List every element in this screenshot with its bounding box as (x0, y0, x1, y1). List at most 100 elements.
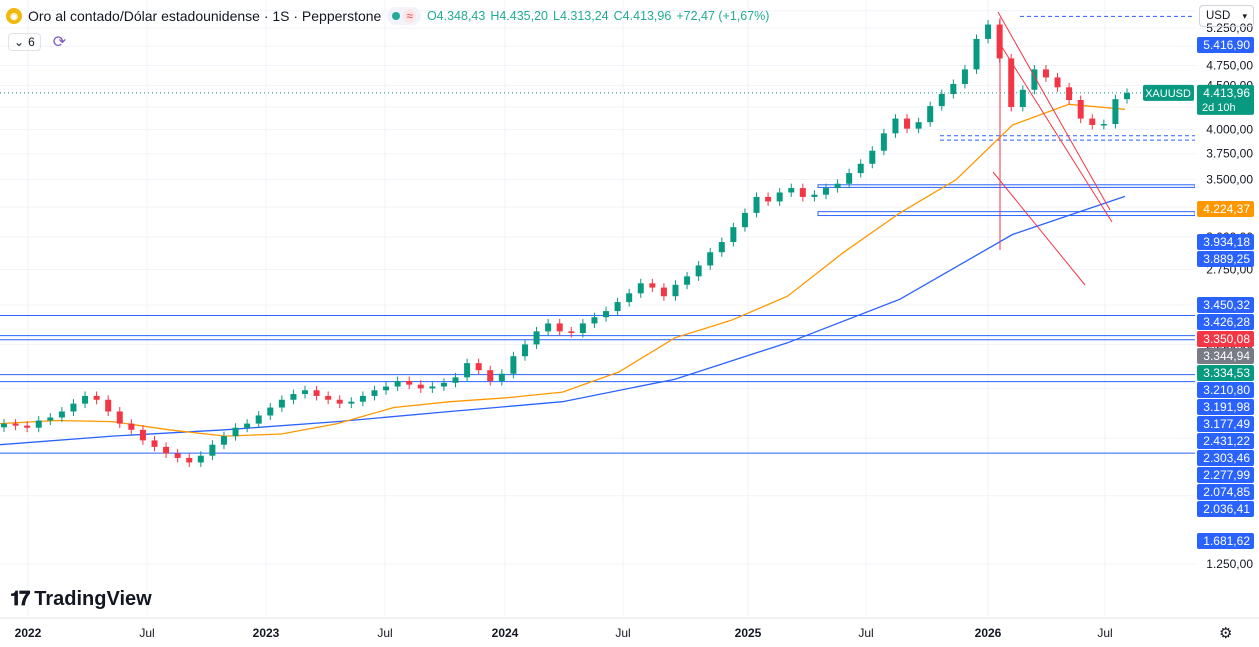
candle-body (1042, 69, 1049, 78)
candle-body (336, 399, 343, 404)
candle-body (394, 380, 401, 387)
candle-body (24, 425, 31, 428)
candle-body (220, 436, 227, 445)
candle-body (660, 287, 667, 297)
price-label: 2.277,99 (1203, 468, 1250, 482)
candle-body (730, 227, 737, 243)
candle-body (1066, 87, 1073, 101)
price-label-bg (1197, 533, 1254, 549)
candle-body (163, 446, 170, 454)
candle-body (880, 133, 887, 151)
candle-body (579, 323, 586, 333)
candle-body (741, 212, 748, 228)
y-tick-label: 4.750,00 (1206, 58, 1253, 72)
price-label-bg (1197, 399, 1254, 415)
price-label-bg (1197, 450, 1254, 466)
market-open-dot-icon (392, 12, 401, 20)
candle-body (545, 323, 552, 332)
price-label-bg (1197, 314, 1254, 330)
candle-body (475, 363, 482, 371)
chevron-down-icon: ⌄ (14, 35, 25, 49)
price-label: 3.210,80 (1203, 383, 1250, 397)
candle-body (869, 150, 876, 164)
ma-fast-line (0, 103, 1126, 437)
candle-body (58, 411, 65, 418)
ohlc-close: C4.413,96 (613, 9, 672, 23)
y-tick-label: 5.250,00 (1206, 21, 1253, 35)
candle-body (255, 415, 262, 424)
logo-text: TradingView (34, 588, 152, 610)
market-status-pill[interactable]: ≈ (387, 7, 421, 25)
price-label-bg (1197, 365, 1254, 381)
x-tick-label: 2026 (975, 626, 1002, 640)
candle-body (614, 302, 621, 312)
candle-body (209, 444, 216, 456)
price-label: 2.303,46 (1203, 451, 1250, 465)
candle-body (348, 401, 355, 404)
price-label-bg (1197, 331, 1254, 347)
candle-body (290, 394, 297, 400)
candle-body (1054, 77, 1061, 88)
price-label: 3.426,28 (1203, 315, 1250, 329)
candle-body (452, 377, 459, 383)
price-label-bg (1197, 234, 1254, 250)
candle-body (834, 183, 841, 189)
price-label-bg (1197, 297, 1254, 313)
candle-body (1019, 89, 1026, 107)
candle-body (82, 395, 89, 404)
candle-body (556, 323, 563, 332)
candle-body (417, 384, 424, 389)
tradingview-logo[interactable]: 𝟏𝟕 TradingView (10, 588, 152, 611)
candle-body (533, 331, 540, 345)
gold-coin-icon: ◉ (6, 8, 22, 24)
candle-body (93, 395, 100, 400)
symbol-title[interactable]: Oro al contado/Dólar estadounidense · 1S… (28, 8, 382, 24)
candle-body (116, 411, 123, 424)
candle-body (1077, 100, 1084, 119)
indicators-toggle-button[interactable]: ⌄ 6 (8, 33, 41, 51)
candle-body (232, 427, 239, 437)
candle-body (822, 188, 829, 195)
candle-body (383, 386, 390, 391)
refresh-icon[interactable]: ⟳ (52, 34, 67, 51)
ma-label: 4.224,37 (1203, 202, 1250, 216)
candle-body (487, 370, 494, 381)
candle-body (151, 440, 158, 447)
candle-body (1124, 92, 1130, 100)
symbol-tag: XAUUSD (1145, 88, 1191, 100)
candle-body (985, 24, 992, 39)
candle-body (672, 284, 679, 297)
x-tick-label: 2023 (253, 626, 280, 640)
candle-body (498, 373, 505, 381)
range-box-lower (817, 211, 1196, 217)
candle-body (892, 118, 899, 134)
candle-body (753, 196, 760, 213)
candle-body (1100, 124, 1107, 126)
gear-icon[interactable]: ⚙ (1219, 625, 1233, 642)
currency-label: USD (1206, 10, 1231, 22)
ma-slow-line (0, 195, 1126, 446)
candle-body (718, 242, 725, 253)
candle-body (637, 283, 644, 294)
ohlc-high: H4.435,20 (490, 9, 549, 23)
candle-body (186, 457, 193, 463)
candle-body (799, 188, 806, 197)
candle-body (1008, 58, 1015, 107)
currency-select[interactable]: USD ▾ (1199, 5, 1254, 27)
candle-body (695, 265, 702, 277)
candle-body (938, 94, 945, 107)
candle-body (139, 429, 146, 441)
ohlc-open: O4.348,43 (426, 9, 486, 23)
candle-body (174, 453, 181, 458)
candle-body (1089, 118, 1096, 125)
candle-body (603, 311, 610, 318)
candle-body (47, 417, 54, 421)
price-label-bg (1197, 484, 1254, 500)
trend-line (992, 171, 1086, 286)
x-tick-label: Jul (139, 626, 154, 640)
candle-body (302, 390, 309, 395)
x-tick-label: 2025 (735, 626, 762, 640)
candle-body (707, 252, 714, 266)
candle-body (1112, 99, 1119, 125)
